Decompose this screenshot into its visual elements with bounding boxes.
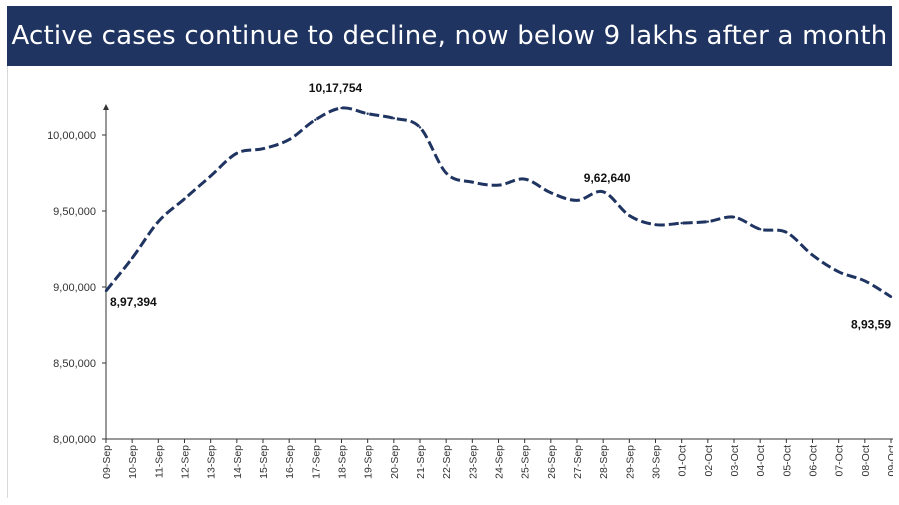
data-point: [811, 253, 814, 257]
data-point: [471, 180, 474, 184]
x-tick-label: 29-Sep: [624, 445, 636, 479]
x-tick-label: 18-Sep: [337, 445, 349, 479]
chart-title: Active cases continue to decline, now be…: [11, 21, 888, 51]
x-tick-label: 09-Sep: [101, 445, 113, 479]
data-label: 9,62,640: [584, 171, 631, 185]
x-tick-label: 27-Sep: [572, 445, 584, 479]
y-tick-label: 8,00,000: [53, 434, 96, 446]
data-point: [104, 289, 108, 293]
data-point: [261, 147, 265, 150]
data-point: [130, 256, 134, 260]
data-point: [340, 106, 343, 110]
data-point: [863, 279, 867, 283]
x-tick-label: 01-Oct: [677, 445, 689, 477]
x-tick-label: 03-Oct: [729, 445, 741, 477]
x-tick-label: 07-Oct: [834, 445, 846, 477]
data-point: [837, 270, 840, 273]
x-tick-label: 10-Sep: [127, 445, 139, 479]
data-label: 10,17,754: [309, 81, 363, 95]
data-point: [183, 197, 186, 201]
x-tick-label: 02-Oct: [703, 445, 715, 477]
data-point: [732, 215, 736, 219]
data-point: [157, 220, 160, 223]
x-tick-label: 19-Sep: [363, 445, 375, 479]
x-tick-label: 04-Oct: [755, 445, 767, 477]
x-tick-label: 20-Sep: [389, 445, 401, 479]
x-tick-label: 11-Sep: [153, 445, 165, 478]
data-point: [758, 228, 762, 231]
data-point: [418, 126, 422, 129]
y-tick-label: 8,50,000: [53, 358, 96, 370]
x-tick-label: 13-Sep: [206, 445, 218, 479]
data-point: [575, 199, 579, 202]
x-tick-label: 14-Sep: [232, 445, 244, 479]
x-tick-label: 15-Sep: [258, 445, 270, 479]
data-point: [235, 152, 239, 155]
data-point: [314, 118, 317, 121]
y-tick-label: 9,00,000: [53, 282, 96, 294]
data-point: [392, 117, 396, 120]
x-tick-label: 30-Sep: [651, 445, 663, 479]
title-bar: Active cases continue to decline, now be…: [7, 6, 892, 66]
data-point: [366, 112, 369, 115]
x-tick-label: 16-Sep: [284, 445, 296, 479]
data-label: 8,97,394: [110, 295, 157, 309]
y-axis-arrow: [103, 104, 109, 110]
x-tick-label: 05-Oct: [781, 445, 793, 477]
x-tick-label: 17-Sep: [310, 445, 322, 479]
series-line: [104, 106, 892, 299]
x-tick-label: 26-Sep: [546, 445, 558, 479]
y-tick-label: 10,00,000: [47, 130, 96, 142]
x-tick-label: 23-Sep: [467, 445, 479, 479]
data-point: [549, 191, 553, 194]
data-point: [523, 177, 526, 181]
x-tick-label: 25-Sep: [520, 445, 532, 479]
chart-area: 8,00,000 8,50,000 9,00,000 9,50,000 10,00,00…: [7, 66, 893, 498]
data-point: [444, 171, 448, 175]
data-point: [889, 295, 893, 298]
line-chart: 8,00,000 8,50,000 9,00,000 9,50,000 10,00,00…: [47, 81, 893, 479]
data-point: [628, 214, 631, 217]
data-point: [287, 138, 291, 141]
x-tick-label: 28-Sep: [598, 445, 610, 479]
x-tick-label: 22-Sep: [441, 445, 453, 479]
data-point: [654, 223, 657, 226]
data-point: [209, 174, 212, 178]
data-point: [601, 190, 605, 193]
data-point: [497, 183, 500, 187]
y-tick-label: 9,50,000: [53, 206, 96, 218]
data-point: [680, 221, 683, 225]
x-tick-label: 08-Oct: [860, 445, 872, 477]
x-tick-label: 06-Oct: [808, 445, 820, 477]
data-label: 8,93,59: [851, 318, 891, 332]
x-tick-label: 12-Sep: [180, 445, 192, 479]
data-point: [785, 231, 788, 234]
x-tick-label: 09-Oct: [886, 445, 893, 477]
x-tick-label: 21-Sep: [415, 445, 427, 479]
data-point: [706, 220, 710, 223]
x-tick-label: 24-Sep: [494, 445, 506, 479]
